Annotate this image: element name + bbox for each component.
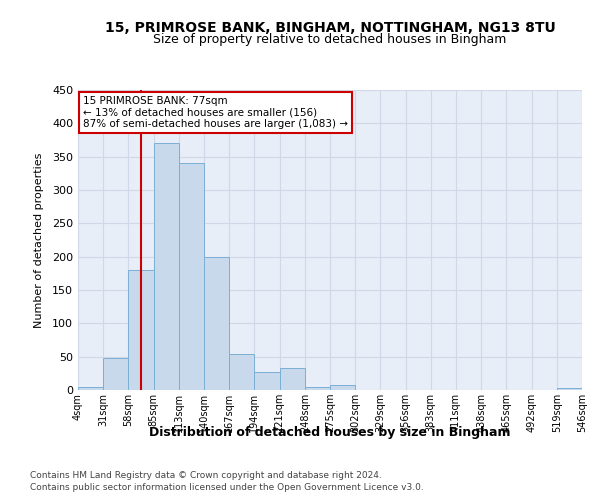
Bar bbox=[103, 358, 128, 390]
Bar bbox=[204, 256, 229, 390]
Text: Size of property relative to detached houses in Bingham: Size of property relative to detached ho… bbox=[154, 33, 506, 46]
Bar bbox=[254, 372, 280, 390]
Bar bbox=[128, 270, 154, 390]
Text: Contains public sector information licensed under the Open Government Licence v3: Contains public sector information licen… bbox=[30, 482, 424, 492]
Bar bbox=[305, 386, 330, 390]
Text: 15, PRIMROSE BANK, BINGHAM, NOTTINGHAM, NG13 8TU: 15, PRIMROSE BANK, BINGHAM, NOTTINGHAM, … bbox=[104, 21, 556, 35]
Bar bbox=[179, 164, 204, 390]
Bar bbox=[229, 354, 254, 390]
Bar bbox=[280, 368, 305, 390]
Bar bbox=[154, 144, 179, 390]
Bar bbox=[78, 388, 103, 390]
Bar bbox=[557, 388, 582, 390]
Text: 15 PRIMROSE BANK: 77sqm
← 13% of detached houses are smaller (156)
87% of semi-d: 15 PRIMROSE BANK: 77sqm ← 13% of detache… bbox=[83, 96, 348, 129]
Bar bbox=[330, 384, 355, 390]
Y-axis label: Number of detached properties: Number of detached properties bbox=[34, 152, 44, 328]
Text: Contains HM Land Registry data © Crown copyright and database right 2024.: Contains HM Land Registry data © Crown c… bbox=[30, 472, 382, 480]
Text: Distribution of detached houses by size in Bingham: Distribution of detached houses by size … bbox=[149, 426, 511, 439]
